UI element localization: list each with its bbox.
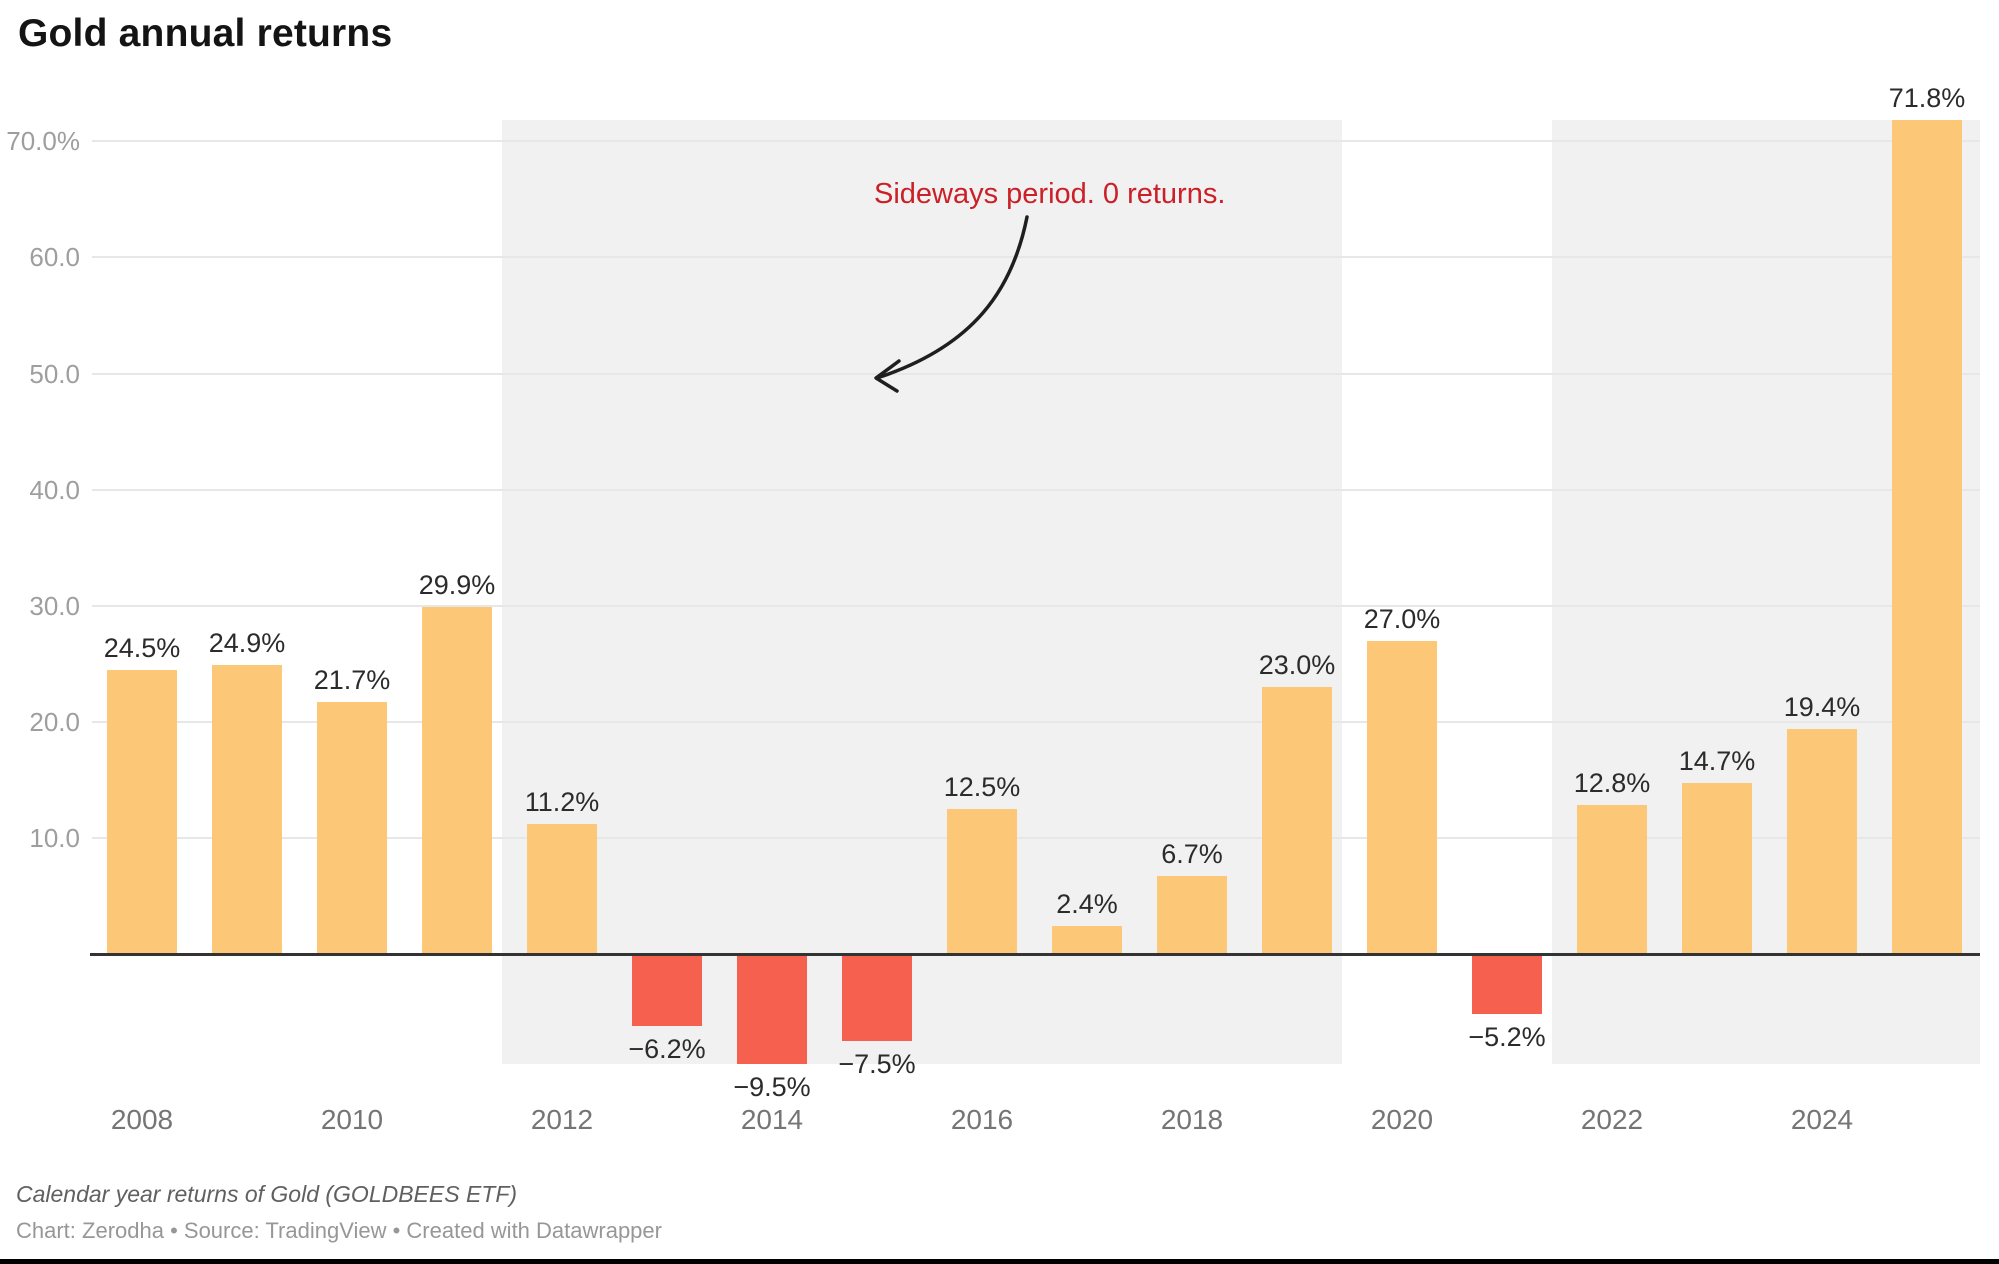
bar-value-label: 24.5% bbox=[103, 632, 181, 663]
bar-value-label: 6.7% bbox=[1161, 839, 1223, 870]
gridline bbox=[92, 836, 1980, 839]
zero-line bbox=[90, 952, 1980, 956]
y-tick-label: 50.0 bbox=[29, 358, 80, 389]
footer-credit: Chart: Zerodha • Source: TradingView • C… bbox=[16, 1218, 662, 1243]
bottom-border bbox=[0, 1259, 1999, 1264]
chart-title: Gold annual returns bbox=[18, 12, 393, 55]
x-tick-label-2018: 2018 bbox=[1160, 1104, 1224, 1135]
bar-2024[interactable] bbox=[1787, 728, 1857, 954]
y-tick-label: 60.0 bbox=[29, 242, 80, 273]
bar-2016[interactable] bbox=[947, 808, 1017, 954]
y-tick-label: 10.0 bbox=[29, 822, 80, 853]
bar-2008[interactable] bbox=[107, 669, 177, 954]
gridline bbox=[92, 140, 1980, 143]
bar-2018[interactable] bbox=[1157, 876, 1227, 954]
bar-value-label: 21.7% bbox=[313, 665, 391, 696]
bar-value-label: 12.5% bbox=[943, 771, 1021, 802]
y-tick-label: 70.0% bbox=[6, 126, 80, 157]
gridline bbox=[92, 720, 1980, 723]
bar-value-label: 11.2% bbox=[524, 786, 600, 817]
x-tick-label-2010: 2010 bbox=[320, 1104, 384, 1135]
y-tick-label: 20.0 bbox=[29, 706, 80, 737]
bar-2022[interactable] bbox=[1577, 805, 1647, 954]
x-tick-label-2012: 2012 bbox=[530, 1104, 594, 1135]
bar-value-label: 24.9% bbox=[208, 627, 286, 658]
x-tick-label-2024: 2024 bbox=[1790, 1104, 1854, 1135]
x-tick-label-2022: 2022 bbox=[1580, 1104, 1644, 1135]
bar-value-label: 29.9% bbox=[418, 569, 496, 600]
bar-value-label: 19.4% bbox=[1783, 691, 1861, 722]
bar-2014[interactable] bbox=[737, 954, 807, 1065]
bar-2023[interactable] bbox=[1682, 783, 1752, 954]
bar-value-label: −6.2% bbox=[628, 1033, 706, 1064]
bar-2015[interactable] bbox=[842, 954, 912, 1042]
bar-2021[interactable] bbox=[1472, 954, 1542, 1015]
x-tick-label-2014: 2014 bbox=[740, 1104, 804, 1135]
gridline bbox=[92, 488, 1980, 491]
gridline bbox=[92, 604, 1980, 607]
footer-note: Calendar year returns of Gold (GOLDBEES … bbox=[16, 1181, 518, 1207]
x-tick-label-2020: 2020 bbox=[1370, 1104, 1434, 1135]
bar-value-label: 2.4% bbox=[1056, 889, 1118, 920]
bar-value-label: 27.0% bbox=[1363, 603, 1441, 634]
bar-2013[interactable] bbox=[632, 954, 702, 1026]
gridline bbox=[92, 372, 1980, 375]
annotation-text: Sideways period. 0 returns. bbox=[874, 178, 1226, 210]
gridline bbox=[92, 256, 1980, 259]
y-tick-label: 30.0 bbox=[29, 590, 80, 621]
bar-value-label: −9.5% bbox=[733, 1072, 811, 1103]
bar-value-label: −7.5% bbox=[838, 1049, 916, 1080]
bar-value-label: 12.8% bbox=[1573, 768, 1651, 799]
x-tick-label-2016: 2016 bbox=[950, 1104, 1014, 1135]
bar-2011[interactable] bbox=[422, 606, 492, 954]
bar-value-label: −5.2% bbox=[1468, 1022, 1546, 1053]
bar-value-label: 71.8% bbox=[1888, 83, 1966, 114]
bar-2009[interactable] bbox=[212, 664, 282, 954]
bar-2025[interactable] bbox=[1892, 120, 1962, 954]
bar-value-label: 14.7% bbox=[1678, 746, 1756, 777]
bar-2020[interactable] bbox=[1367, 640, 1437, 954]
bar-2019[interactable] bbox=[1262, 686, 1332, 954]
bar-value-label: 23.0% bbox=[1258, 649, 1336, 680]
y-tick-label: 40.0 bbox=[29, 474, 80, 505]
bar-2010[interactable] bbox=[317, 702, 387, 954]
bar-2012[interactable] bbox=[527, 823, 597, 954]
bar-2017[interactable] bbox=[1052, 926, 1122, 954]
x-tick-label-2008: 2008 bbox=[110, 1104, 174, 1135]
